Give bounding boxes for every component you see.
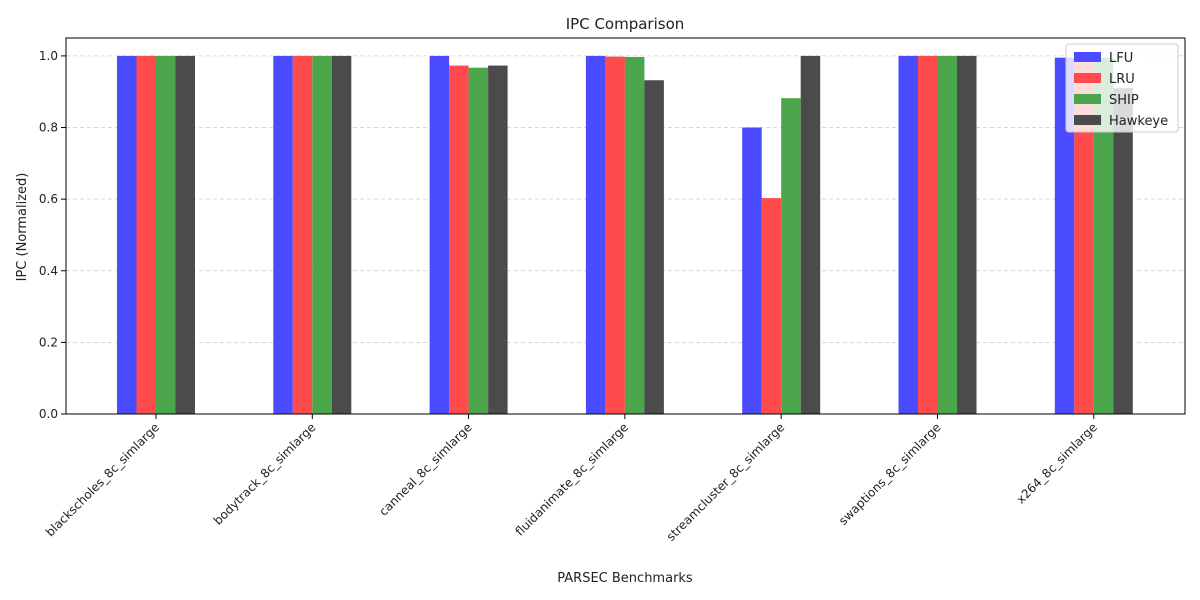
legend-label-lfu: LFU bbox=[1109, 51, 1133, 66]
bar-ship-4 bbox=[781, 98, 801, 414]
bar-lfu-5 bbox=[898, 55, 918, 415]
bar-hawkeye-0 bbox=[175, 55, 195, 415]
bar-ship-3 bbox=[624, 56, 645, 415]
x-tick-label: streamcluster_8c_simlarge bbox=[664, 420, 788, 544]
bar-hawkeye-6 bbox=[1113, 88, 1133, 414]
bar-lfu-4 bbox=[742, 127, 762, 415]
bar-ship-2 bbox=[468, 67, 489, 415]
y-tick-label: 0.4 bbox=[39, 264, 58, 278]
bar-lru-3 bbox=[605, 56, 625, 415]
x-tick-label: swaptions_8c_simlarge bbox=[836, 420, 944, 528]
x-tick-label: x264_8c_simlarge bbox=[1014, 420, 1100, 506]
bar-lfu-3 bbox=[585, 55, 606, 415]
bar-ship-6 bbox=[1093, 57, 1114, 414]
x-axis-label: PARSEC Benchmarks bbox=[557, 571, 693, 586]
bar-ship-0 bbox=[156, 55, 176, 415]
bar-lru-4 bbox=[761, 198, 782, 414]
plot-frame bbox=[65, 37, 1186, 415]
bar-ship-5 bbox=[937, 55, 957, 415]
x-tick-label: canneal_8c_simlarge bbox=[376, 420, 474, 518]
bar-hawkeye-1 bbox=[331, 55, 352, 415]
legend-swatch-lfu bbox=[1074, 52, 1101, 62]
chart-title: IPC Comparison bbox=[566, 15, 685, 33]
bar-hawkeye-4 bbox=[800, 55, 821, 415]
bar-hawkeye-3 bbox=[644, 80, 664, 414]
bar-hawkeye-2 bbox=[488, 65, 508, 414]
y-tick-label: 0.6 bbox=[39, 192, 58, 206]
bar-hawkeye-5 bbox=[957, 55, 977, 415]
x-tick-label: bodytrack_8c_simlarge bbox=[211, 420, 319, 528]
bar-ship-1 bbox=[312, 55, 332, 415]
legend-label-hawkeye: Hawkeye bbox=[1109, 114, 1168, 129]
bars bbox=[117, 55, 1133, 415]
y-ticks: 0.0 0.2 0.4 0.6 0.8 1.0 bbox=[39, 49, 66, 421]
y-tick-label: 0.0 bbox=[39, 407, 58, 421]
x-ticks: blackscholes_8c_simlarge bodytrack_8c_sim… bbox=[43, 414, 1100, 544]
bar-lfu-6 bbox=[1054, 57, 1075, 414]
legend-swatch-hawkeye bbox=[1074, 115, 1101, 125]
legend: LFU LRU SHIP Hawkeye bbox=[1065, 43, 1179, 133]
x-tick-label: fluidanimate_8c_simlarge bbox=[513, 420, 631, 538]
y-axis-label: IPC (Normalized) bbox=[15, 173, 30, 282]
bar-lru-2 bbox=[449, 65, 469, 414]
legend-label-lru: LRU bbox=[1109, 72, 1135, 87]
bar-lru-6 bbox=[1074, 59, 1094, 414]
legend-box bbox=[1065, 43, 1179, 133]
bar-lru-0 bbox=[136, 55, 156, 415]
y-tick-label: 1.0 bbox=[39, 49, 58, 63]
legend-swatch-lru bbox=[1074, 73, 1101, 83]
bar-lfu-1 bbox=[273, 55, 293, 415]
bar-lru-5 bbox=[918, 55, 938, 415]
legend-swatch-ship bbox=[1074, 94, 1101, 104]
bar-lru-1 bbox=[292, 55, 313, 415]
x-tick-label: blackscholes_8c_simlarge bbox=[43, 420, 162, 539]
y-tick-label: 0.8 bbox=[39, 121, 58, 135]
bar-lfu-2 bbox=[429, 55, 450, 415]
bar-lfu-0 bbox=[117, 55, 137, 415]
y-tick-label: 0.2 bbox=[39, 335, 58, 349]
legend-label-ship: SHIP bbox=[1109, 93, 1139, 108]
axes bbox=[65, 37, 1186, 415]
